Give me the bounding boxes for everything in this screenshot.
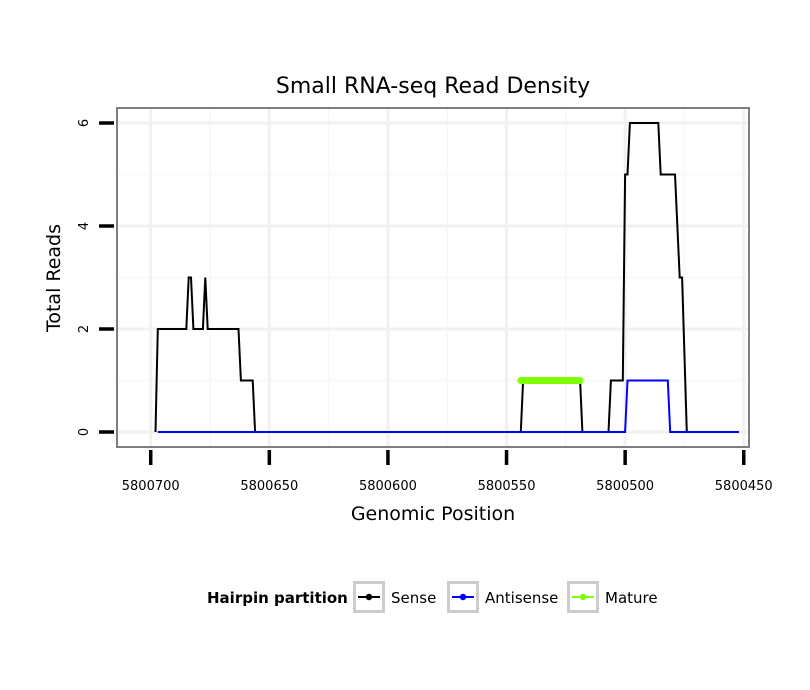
x-tick-label: 5800650 — [240, 479, 298, 494]
legend-label-sense: Sense — [391, 589, 436, 607]
chart-title: Small RNA-seq Read Density — [276, 74, 590, 99]
legend-key-point — [365, 593, 373, 601]
y-tick-label: 4 — [77, 222, 92, 230]
legend-label-antisense: Antisense — [485, 589, 558, 607]
y-axis-title: Total Reads — [43, 224, 65, 333]
x-tick-label: 5800450 — [715, 479, 773, 494]
x-tick-label: 5800550 — [478, 479, 536, 494]
legend-key-point — [579, 593, 587, 601]
x-tick-label: 5800500 — [596, 479, 654, 494]
x-axis-title: Genomic Position — [351, 503, 515, 525]
x-tick-label: 5800600 — [359, 479, 417, 494]
series-layer — [154, 122, 739, 433]
legend-title: Hairpin partition — [207, 589, 348, 607]
y-tick-label: 2 — [77, 325, 92, 333]
y-tick-label: 0 — [77, 428, 92, 436]
legend-label-mature: Mature — [605, 589, 658, 607]
legend: Hairpin partition Sense Antisense Mature — [207, 581, 658, 613]
x-tick-label: 5800700 — [122, 479, 180, 494]
axis-layer: 5800700 5800650 5800600 5800550 5800500 58004… — [77, 119, 773, 494]
y-tick-label: 6 — [77, 119, 92, 127]
legend-key-point — [459, 593, 467, 601]
series-line-antisense — [157, 379, 739, 433]
